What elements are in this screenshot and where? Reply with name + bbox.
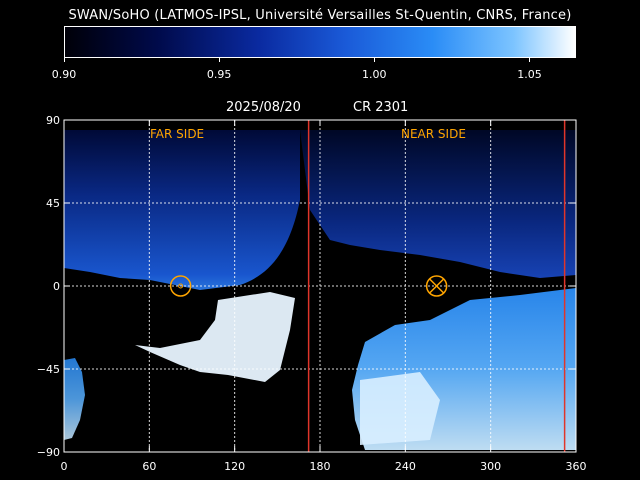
map-date: 2025/08/20 <box>226 100 301 115</box>
colorbar-tick-label: 0.90 <box>51 68 77 81</box>
colorbar-tick <box>374 58 376 62</box>
y-tick-label: −45 <box>37 363 60 376</box>
y-tick-label: 45 <box>46 197 60 210</box>
far-side-center-marker <box>169 275 192 297</box>
colorbar-tick-label: 1.00 <box>362 68 387 81</box>
x-tick-label: 120 <box>224 460 245 473</box>
near-side-label: NEAR SIDE <box>401 127 466 141</box>
carrington-rotation: CR 2301 <box>353 100 409 115</box>
x-tick-label: 240 <box>395 460 416 473</box>
near-side-center-marker <box>425 275 448 297</box>
x-tick-label: 300 <box>480 460 501 473</box>
colorbar-tick <box>219 58 221 62</box>
y-tick-label: −90 <box>37 446 60 459</box>
y-tick-label: 0 <box>53 280 60 293</box>
far-side-bright-region <box>135 292 295 382</box>
colorbar-tick-label: 1.05 <box>517 68 542 81</box>
west-south-emission <box>64 358 85 440</box>
colorbar-tick <box>529 58 531 62</box>
chart-title: SWAN/SoHO (LATMOS-IPSL, Université Versa… <box>68 8 572 23</box>
x-tick-label: 0 <box>61 460 68 473</box>
far-side-label: FAR SIDE <box>150 127 204 141</box>
colorbar <box>64 26 576 58</box>
far-side-north-emission <box>64 130 300 290</box>
near-side-north-emission <box>300 130 576 278</box>
grid <box>64 120 576 452</box>
x-tick-label: 180 <box>310 460 331 473</box>
boundary-lines <box>307 120 566 452</box>
colorbar-tick-label: 0.95 <box>206 68 232 81</box>
colorbar-tick <box>64 58 65 62</box>
x-tick-label: 360 <box>566 460 587 473</box>
x-tick-label: 60 <box>142 460 156 473</box>
markers <box>169 275 448 297</box>
near-side-bright-region <box>360 372 440 445</box>
axes: 0 60 120 180 240 300 360 90 45 0 −45 −90 <box>37 114 587 473</box>
y-tick-label: 90 <box>46 114 60 127</box>
